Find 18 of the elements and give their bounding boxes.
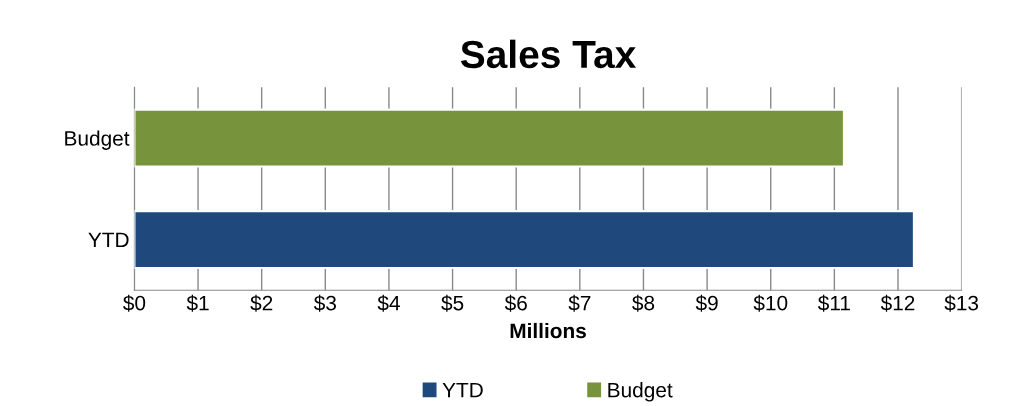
x-tick-label: $5 bbox=[441, 294, 464, 312]
x-tick-label: $1 bbox=[186, 294, 209, 312]
x-tick-label: $7 bbox=[568, 294, 591, 312]
chart-title: Sales Tax bbox=[460, 39, 637, 69]
x-tick-label: $0 bbox=[123, 294, 146, 312]
x-tick-label: $6 bbox=[504, 294, 527, 312]
legend-label: YTD bbox=[442, 382, 483, 398]
x-tick-label: $3 bbox=[313, 294, 336, 312]
x-tick-label: $11 bbox=[817, 294, 850, 312]
x-tick-label: $8 bbox=[632, 294, 655, 312]
x-tick-label: $13 bbox=[944, 294, 979, 312]
legend-label: Budget bbox=[608, 382, 673, 402]
x-tick-label: $10 bbox=[753, 294, 788, 312]
x-tick-label: $12 bbox=[880, 294, 915, 312]
x-tick-label: $9 bbox=[695, 294, 718, 312]
x-tick-label: $2 bbox=[250, 294, 273, 312]
x-tick-label: $4 bbox=[377, 294, 400, 312]
x-axis-title: Millions bbox=[510, 322, 586, 339]
